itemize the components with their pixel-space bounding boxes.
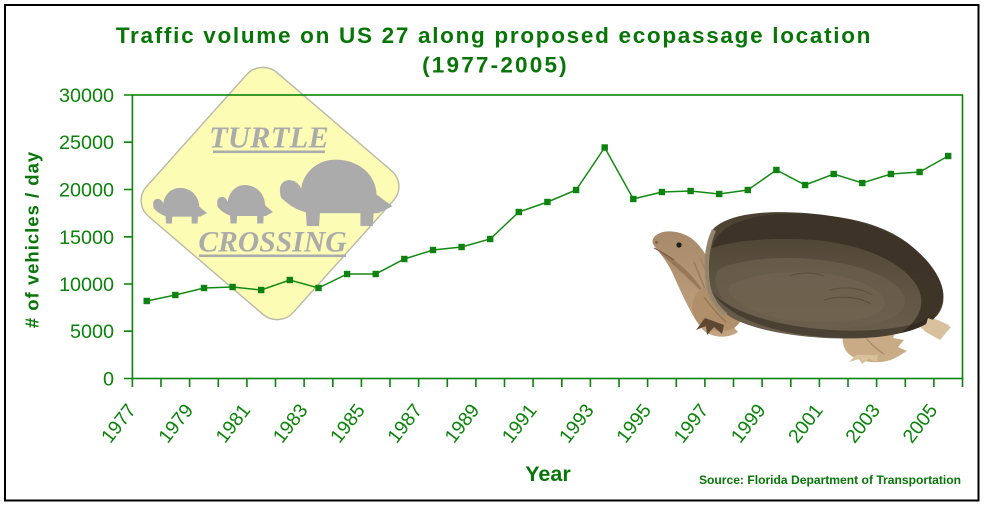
svg-text:10000: 10000 [59, 274, 114, 296]
svg-text:0: 0 [103, 369, 114, 391]
svg-text:Source: Florida Department of: Source: Florida Department of Transporta… [699, 473, 961, 487]
svg-text:(1977-2005): (1977-2005) [422, 53, 569, 78]
svg-text:# of vehicles / day: # of vehicles / day [22, 151, 43, 328]
svg-text:Traffic volume on US 27 along: Traffic volume on US 27 along proposed e… [116, 23, 872, 48]
svg-text:CROSSING: CROSSING [198, 227, 346, 259]
svg-text:30000: 30000 [59, 85, 114, 107]
svg-text:Year: Year [525, 462, 571, 486]
svg-text:20000: 20000 [59, 180, 114, 202]
svg-text:25000: 25000 [59, 132, 114, 154]
svg-text:15000: 15000 [59, 227, 114, 249]
svg-text:TURTLE: TURTLE [209, 121, 329, 155]
svg-text:5000: 5000 [70, 321, 114, 343]
